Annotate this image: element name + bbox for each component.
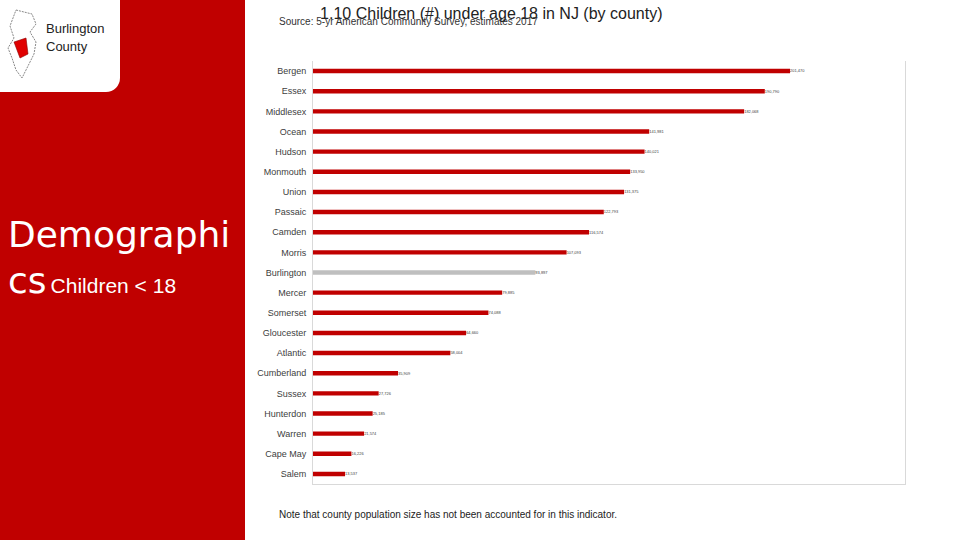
svg-text:133,950: 133,950 xyxy=(630,169,645,174)
svg-text:Warren: Warren xyxy=(277,429,306,439)
svg-text:64,660: 64,660 xyxy=(466,330,479,335)
svg-text:Morris: Morris xyxy=(281,248,306,258)
svg-text:Monmouth: Monmouth xyxy=(264,167,307,177)
svg-text:201,470: 201,470 xyxy=(790,68,805,73)
svg-text:Middlesex: Middlesex xyxy=(266,107,307,117)
svg-text:131,375: 131,375 xyxy=(624,189,639,194)
svg-text:122,793: 122,793 xyxy=(604,209,619,214)
svg-text:141,981: 141,981 xyxy=(649,129,664,134)
svg-text:Essex: Essex xyxy=(282,86,307,96)
svg-text:27,726: 27,726 xyxy=(379,391,392,396)
svg-text:Burlington: Burlington xyxy=(266,268,307,278)
svg-text:140,021: 140,021 xyxy=(645,149,660,154)
svg-text:16,226: 16,226 xyxy=(351,451,364,456)
svg-text:Hunterdon: Hunterdon xyxy=(264,409,306,419)
svg-text:182,068: 182,068 xyxy=(744,109,759,114)
svg-text:21,574: 21,574 xyxy=(364,431,377,436)
svg-text:Atlantic: Atlantic xyxy=(277,348,307,358)
html-text:Burlington County: Burlington County xyxy=(46,21,105,54)
svg-text:74,088: 74,088 xyxy=(488,310,501,315)
svg-text:107,093: 107,093 xyxy=(567,250,582,255)
svg-text:Cape May: Cape May xyxy=(265,449,307,459)
svg-text:93,897: 93,897 xyxy=(535,270,548,275)
svg-text:Gloucester: Gloucester xyxy=(263,328,307,338)
svg-text:Somerset: Somerset xyxy=(268,308,307,318)
svg-text:25,185: 25,185 xyxy=(373,411,386,416)
svg-text:Source: 5-yr American Communit: Source: 5-yr American Community Survey, … xyxy=(279,16,538,27)
svg-text:35,909: 35,909 xyxy=(398,371,411,376)
svg-text:116,574: 116,574 xyxy=(589,230,604,235)
svg-text:Ocean: Ocean xyxy=(280,127,307,137)
svg-text:Camden: Camden xyxy=(272,227,306,237)
svg-text:Sussex: Sussex xyxy=(277,389,307,399)
svg-text:190,790: 190,790 xyxy=(765,89,780,94)
svg-text:1.10 Children (#) under age 18: 1.10 Children (#) under age 18 in NJ (by… xyxy=(320,5,662,22)
svg-text:Note that county population si: Note that county population size has not… xyxy=(279,509,617,520)
svg-text:Passaic: Passaic xyxy=(275,207,307,217)
svg-text:Union: Union xyxy=(283,187,307,197)
svg-text:79,885: 79,885 xyxy=(502,290,515,295)
html-text:DemographicsChildren < 18: DemographicsChildren < 18 xyxy=(8,214,231,301)
svg-text:Cumberland: Cumberland xyxy=(257,368,306,378)
svg-text:58,004: 58,004 xyxy=(450,350,463,355)
svg-text:Salem: Salem xyxy=(281,469,307,479)
svg-text:Mercer: Mercer xyxy=(278,288,306,298)
svg-text:13,537: 13,537 xyxy=(345,471,357,476)
svg-text:Hudson: Hudson xyxy=(275,147,306,157)
svg-text:Bergen: Bergen xyxy=(277,66,306,76)
